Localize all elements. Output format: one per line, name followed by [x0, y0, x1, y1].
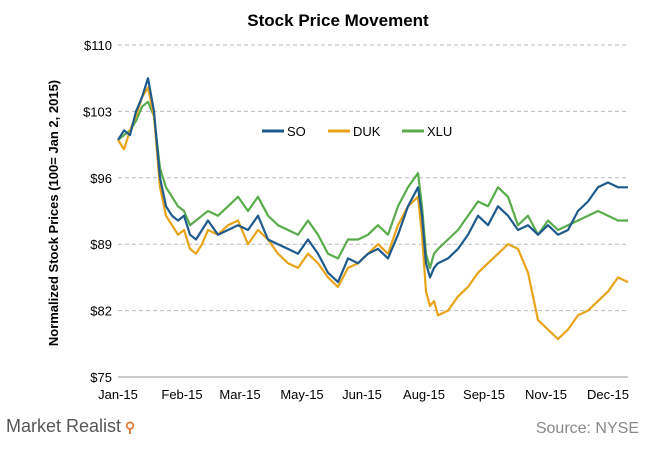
legend: SO DUK XLU: [262, 124, 452, 139]
magnifier-icon: ⚲: [121, 419, 136, 435]
legend-label-so: SO: [287, 124, 306, 139]
y-tick-label: $96: [90, 171, 112, 186]
y-tick-label: $103: [83, 104, 112, 119]
series-lines: [117, 77, 629, 341]
x-tick-label: Dec-15: [587, 387, 629, 402]
x-tick-label: Mar-15: [219, 387, 260, 402]
y-tick-labels: $75 $82 $89 $96 $103 $110: [83, 38, 112, 385]
y-tick-label: $82: [90, 304, 112, 319]
source-note: Source: NYSE: [535, 420, 639, 437]
y-tick-label: $75: [90, 370, 112, 385]
x-tick-label: Nov-15: [525, 387, 567, 402]
x-tick-label: Feb-15: [161, 387, 202, 402]
x-tick-label: Aug-15: [403, 387, 445, 402]
legend-label-xlu: XLU: [427, 124, 452, 139]
x-tick-label: Jun-15: [342, 387, 382, 402]
brand-logo: Market Realist ⚲: [6, 416, 135, 437]
legend-label-duk: DUK: [353, 124, 381, 139]
brand-name: Market Realist: [6, 416, 122, 436]
gridlines: [118, 44, 628, 378]
x-tick-label: Sep-15: [463, 387, 505, 402]
series-line-xlu: [117, 100, 628, 269]
series-line-so: [117, 77, 628, 284]
chart-title: Stock Price Movement: [247, 11, 429, 30]
x-tick-label: Jan-15: [98, 387, 138, 402]
x-tick-labels: Jan-15 Feb-15 Mar-15 May-15 Jun-15 Aug-15 Sep-…: [98, 387, 629, 402]
y-axis-label: Normalized Stock Prices (100= Jan 2, 201…: [46, 80, 61, 346]
y-tick-label: $110: [84, 38, 112, 53]
y-tick-label: $89: [90, 237, 112, 252]
x-tick-label: May-15: [280, 387, 323, 402]
